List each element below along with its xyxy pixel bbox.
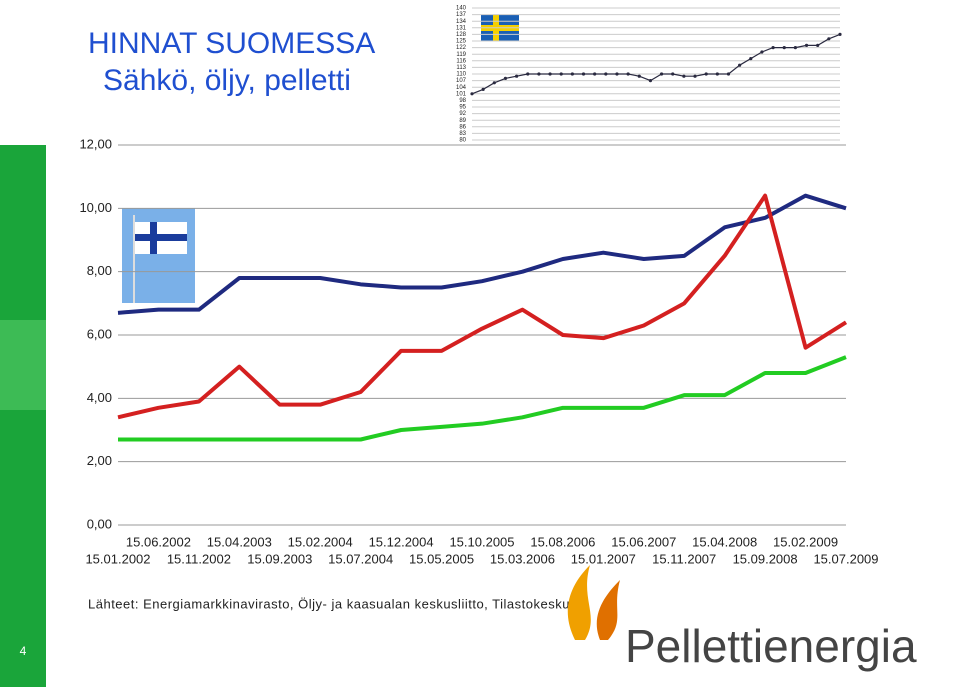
page-number: 4 — [20, 644, 27, 658]
x-tick-label: 15.06.2007 — [611, 534, 676, 549]
y-tick-label: 6,00 — [87, 326, 112, 341]
point — [581, 72, 586, 76]
logo-text: Pellettienergia — [625, 620, 917, 672]
y-tick-label: 86 — [459, 124, 466, 130]
point — [470, 92, 474, 96]
point — [481, 87, 485, 91]
x-tick-label: 15.12.2004 — [369, 534, 434, 549]
y-tick-label: 104 — [456, 85, 467, 91]
point — [659, 72, 664, 76]
x-tick-label: 15.11.2007 — [652, 551, 716, 566]
point — [704, 72, 708, 76]
y-tick-label: 10,00 — [79, 200, 112, 215]
point — [726, 72, 731, 76]
point — [738, 63, 742, 67]
y-tick-label: 80 — [459, 138, 466, 144]
y-tick-label: 8,00 — [87, 263, 112, 278]
x-tick-label: 15.09.2008 — [733, 551, 798, 566]
title: HINNAT SUOMESSA — [88, 27, 375, 60]
x-tick-label: 15.02.2004 — [288, 534, 353, 549]
y-tick-label: 0,00 — [87, 516, 112, 531]
y-tick-label: 92 — [459, 111, 466, 117]
x-tick-label: 15.07.2009 — [813, 551, 878, 566]
point — [593, 72, 597, 76]
point — [604, 72, 608, 76]
y-tick-label: 131 — [456, 25, 467, 31]
x-tick-label: 15.01.2002 — [85, 551, 150, 566]
x-tick-label: 15.08.2006 — [530, 534, 595, 549]
y-tick-label: 83 — [459, 131, 466, 137]
y-tick-label: 107 — [456, 78, 467, 84]
point — [804, 43, 809, 48]
x-tick-label: 15.10.2005 — [449, 534, 514, 549]
y-tick-label: 140 — [456, 6, 467, 12]
subtitle: Sähkö, öljy, pelletti — [103, 64, 351, 97]
point — [838, 32, 842, 37]
y-tick-label: 125 — [456, 39, 467, 45]
point — [648, 79, 653, 83]
point — [749, 57, 753, 61]
point — [782, 46, 786, 50]
x-tick-label: 15.01.2007 — [571, 551, 636, 566]
finnish-flag — [122, 208, 195, 303]
y-tick-label: 89 — [459, 118, 466, 124]
point — [626, 72, 630, 76]
source: Lähteet: Energiamarkkinavirasto, Öljy- j… — [88, 596, 577, 611]
point — [492, 81, 496, 85]
point — [515, 74, 519, 78]
y-tick-label: 101 — [456, 91, 467, 97]
y-tick-label: 128 — [456, 32, 467, 38]
point — [682, 74, 686, 78]
y-tick-label: 2,00 — [87, 453, 112, 468]
y-tick-label: 4,00 — [87, 390, 112, 405]
x-tick-label: 15.04.2003 — [207, 534, 272, 549]
x-tick-label: 15.04.2008 — [692, 534, 757, 549]
point — [816, 43, 820, 48]
point — [548, 72, 552, 76]
point — [715, 72, 719, 76]
x-tick-label: 15.03.2006 — [490, 551, 555, 566]
x-tick-label: 15.11.2002 — [167, 551, 231, 566]
point — [793, 46, 797, 50]
x-tick-label: 15.07.2004 — [328, 551, 393, 566]
point — [760, 50, 764, 54]
point — [637, 74, 641, 78]
point — [526, 72, 530, 76]
y-tick-label: 134 — [456, 19, 467, 25]
point — [615, 72, 619, 76]
y-tick-label: 116 — [456, 58, 466, 64]
series-line — [118, 355, 847, 442]
x-tick-label: 15.09.2003 — [247, 551, 312, 566]
series-line — [471, 33, 841, 95]
y-tick-label: 119 — [456, 52, 466, 58]
point — [693, 74, 697, 78]
point — [570, 72, 574, 76]
point — [537, 72, 541, 76]
point — [827, 37, 831, 41]
y-tick-label: 95 — [459, 105, 466, 111]
x-tick-label: 15.02.2009 — [773, 534, 838, 549]
x-tick-label: 15.05.2005 — [409, 551, 474, 566]
y-tick-label: 137 — [456, 12, 467, 18]
side-bar-shade — [0, 320, 46, 410]
y-tick-label: 110 — [456, 72, 466, 78]
y-tick-label: 122 — [456, 45, 467, 51]
y-tick-label: 113 — [456, 65, 466, 71]
y-tick-label: 98 — [459, 98, 466, 104]
x-tick-label: 15.06.2002 — [126, 534, 191, 549]
side-bar — [0, 145, 46, 687]
logo — [567, 565, 620, 640]
series-line — [117, 193, 848, 420]
point — [671, 72, 675, 76]
point — [503, 76, 508, 80]
point — [559, 72, 563, 76]
series-line — [117, 193, 847, 315]
point — [771, 46, 775, 50]
y-tick-label: 12,00 — [79, 136, 112, 151]
